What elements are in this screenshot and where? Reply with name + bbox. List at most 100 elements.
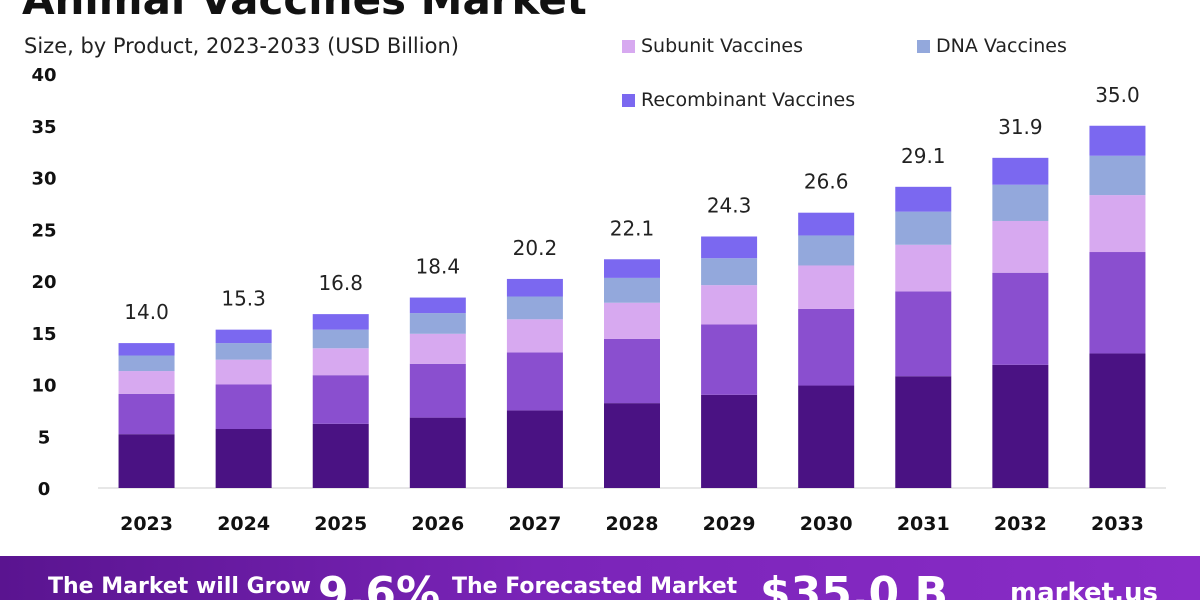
bar-segment <box>312 375 369 424</box>
bar-segment <box>506 410 563 488</box>
legend-swatch-dna <box>917 39 930 53</box>
x-category-label: 2031 <box>897 513 950 535</box>
page-title: Animal Vaccines Market <box>22 0 587 26</box>
bar-segment <box>118 434 175 488</box>
bar-total-label: 18.4 <box>416 255 461 279</box>
bar-total-label: 16.8 <box>318 271 363 295</box>
stacked-bar-chart: 051015202530354014.0202315.3202416.82025… <box>31 65 1166 535</box>
bar-segment <box>992 364 1049 488</box>
bar-segment <box>895 291 952 377</box>
bar-total-label: 35.0 <box>1095 83 1140 107</box>
bar-segment <box>701 236 758 259</box>
footer-brand: market.us <box>1010 578 1158 600</box>
x-category-label: 2027 <box>508 513 561 535</box>
bar-segment <box>409 417 466 488</box>
bar-segment <box>895 376 952 488</box>
bar-segment <box>409 333 466 364</box>
bar-segment <box>312 314 369 330</box>
legend-item-dna: DNA Vaccines <box>917 35 1067 57</box>
bar-segment <box>701 324 758 395</box>
bar-segment <box>409 297 466 314</box>
bar-segment <box>798 265 855 309</box>
bar-total-label: 15.3 <box>221 287 266 311</box>
bar-total-label: 29.1 <box>901 144 946 168</box>
bar-total-label: 24.3 <box>707 193 752 217</box>
bar-total-label: 31.9 <box>998 115 1043 139</box>
legend-item-recombinant: Recombinant Vaccines <box>622 89 855 111</box>
bar-segment <box>215 343 272 360</box>
legend-label-dna: DNA Vaccines <box>936 35 1067 57</box>
bar-segment <box>506 319 563 353</box>
x-category-label: 2025 <box>314 513 367 535</box>
chart-subtitle: Size, by Product, 2023-2033 (USD Billion… <box>24 34 459 58</box>
bar-segment <box>409 363 466 418</box>
bar-segment <box>1089 195 1146 253</box>
bar-segment <box>506 278 563 297</box>
bar-segment <box>604 403 660 488</box>
bar-segment <box>992 184 1049 221</box>
footer-grow-text: The Market will Grow <box>48 574 311 599</box>
bar-segment <box>506 352 563 411</box>
bar-segment <box>798 385 855 488</box>
x-category-label: 2028 <box>606 513 659 535</box>
bar-segment <box>312 329 369 349</box>
bar-segment <box>701 394 758 488</box>
bar-segment <box>118 355 175 372</box>
footer-banner: The Market will Grow 9.6% The Forecasted… <box>0 556 1200 600</box>
legend-swatch-subunit <box>622 39 635 53</box>
bar-total-label: 26.6 <box>804 170 849 194</box>
bar-segment <box>798 235 855 266</box>
bar-total-label: 14.0 <box>124 300 169 324</box>
bar-segment <box>992 272 1049 365</box>
y-tick-label: 5 <box>38 427 51 448</box>
legend-swatch-recombinant <box>622 93 635 107</box>
bar-segment <box>992 157 1049 185</box>
bar-segment <box>604 277 660 303</box>
footer-market-value: $35.0 B <box>760 568 949 600</box>
y-tick-label: 0 <box>38 479 51 500</box>
y-tick-label: 30 <box>31 169 56 190</box>
x-category-label: 2033 <box>1091 513 1144 535</box>
x-category-label: 2029 <box>703 513 756 535</box>
legend-item-subunit: Subunit Vaccines <box>622 35 803 57</box>
bar-segment <box>312 348 369 376</box>
bar-segment <box>506 296 563 320</box>
bar-segment <box>118 393 175 435</box>
bar-segment <box>604 259 660 278</box>
bar-segment <box>409 313 466 334</box>
y-tick-label: 20 <box>31 272 56 293</box>
x-category-label: 2026 <box>411 513 464 535</box>
bar-segment <box>895 244 952 292</box>
legend-label-subunit: Subunit Vaccines <box>641 35 803 57</box>
legend-label-recombinant: Recombinant Vaccines <box>641 89 856 111</box>
y-tick-label: 10 <box>31 376 56 397</box>
bar-segment <box>118 371 175 394</box>
footer-cagr-value: 9.6% <box>318 568 441 600</box>
bar-total-label: 20.2 <box>513 236 558 260</box>
bar-segment <box>604 302 660 339</box>
bar-segment <box>215 329 272 344</box>
y-tick-label: 25 <box>31 220 56 241</box>
bar-segment <box>895 186 952 212</box>
bar-segment <box>895 211 952 245</box>
bar-segment <box>1089 125 1146 156</box>
x-category-label: 2024 <box>217 513 270 535</box>
bar-segment <box>992 220 1049 273</box>
bar-segment <box>798 212 855 236</box>
bar-segment <box>701 285 758 325</box>
bar-segment <box>312 423 369 488</box>
x-category-label: 2030 <box>800 513 853 535</box>
bar-segment <box>118 343 175 356</box>
bar-segment <box>604 338 660 404</box>
y-tick-label: 40 <box>31 65 56 86</box>
bar-segment <box>1089 155 1146 196</box>
x-category-label: 2032 <box>994 513 1047 535</box>
bar-segment <box>215 359 272 385</box>
bar-segment <box>1089 252 1146 354</box>
bar-segment <box>1089 353 1146 488</box>
bar-segment <box>215 429 272 488</box>
y-tick-label: 35 <box>31 117 56 138</box>
bar-total-label: 22.1 <box>610 216 655 240</box>
y-tick-label: 15 <box>31 324 56 345</box>
x-category-label: 2023 <box>120 513 173 535</box>
